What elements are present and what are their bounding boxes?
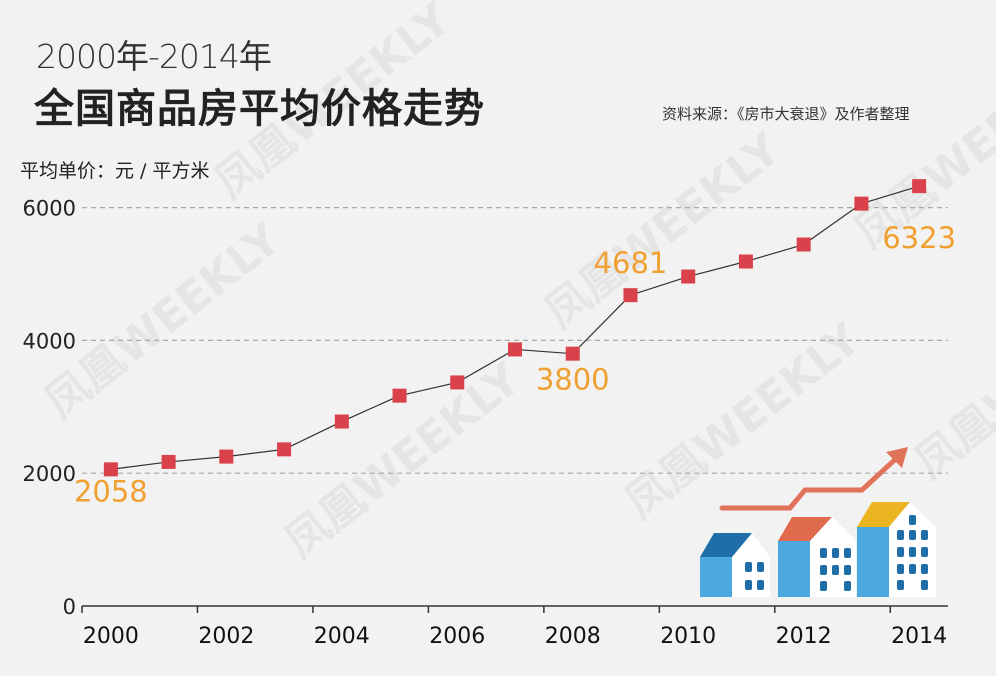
data-point-2002 [219,449,234,464]
data-points [103,179,927,477]
data-point-2014 [912,179,927,194]
house-icon [700,557,732,597]
window [844,581,851,591]
y-axis-label: 平均单价：元 / 平方米 [20,160,210,182]
data-labels: 2058 3800 4681 6323 [74,221,956,508]
source-note: 资料来源：《房市大衰退》及作者整理 [662,105,910,123]
window [820,565,827,575]
window [909,547,916,557]
window [757,580,764,590]
gridlines: 0 2000 4000 6000 [23,197,948,619]
data-point-2006 [450,375,465,390]
chart-title: 全国商品房平均价格走势 [34,86,485,132]
series-line [110,185,920,470]
x-tick-label: 2000 [83,624,139,649]
x-axis: 2000 2002 2004 2006 2008 2010 2012 2014 [81,605,948,649]
window [909,515,916,525]
window [921,530,928,540]
y-tick-label: 0 [63,595,76,619]
watermark-text: 凤凰WEEKLY [615,313,871,529]
data-label-2014: 6323 [882,221,956,255]
window [897,580,904,590]
data-point-2005 [392,388,407,403]
data-point-2013 [854,196,869,211]
data-point-2008 [565,346,580,361]
window [832,548,839,558]
window [844,548,851,558]
x-tick-label: 2002 [198,624,254,649]
window [909,564,916,574]
y-tick-label: 4000 [23,329,76,353]
window [820,581,827,591]
arrow-head-icon [886,447,908,468]
y-tick-label: 2000 [23,462,76,486]
house-icon [857,527,889,597]
window [832,565,839,575]
window [921,580,928,590]
window [897,530,904,540]
window [757,562,764,572]
window [909,530,916,540]
data-point-2001 [161,454,176,469]
x-tick-label: 2006 [429,624,485,649]
window [844,565,851,575]
data-point-2007 [508,342,522,357]
x-tick-label: 2012 [776,624,832,649]
x-tick-label: 2004 [314,624,370,649]
watermark-text: 凤凰WEEKLY [275,353,531,569]
x-tick-label: 2010 [660,624,716,649]
data-point-2003 [277,442,292,457]
trend-arrow-icon [719,452,903,511]
data-label-2008: 3800 [536,363,610,397]
window [820,548,827,558]
window [745,562,752,572]
x-tick-label: 2014 [891,624,947,649]
x-tick-label: 2008 [545,624,601,649]
window [921,564,928,574]
house-icon [778,541,810,597]
watermark-text: 凤凰WEEKLY [535,123,791,339]
data-point-2011 [738,254,753,269]
window [745,580,752,590]
chart-subtitle: 2000年-2014年 [36,37,272,76]
data-label-2000: 2058 [74,474,148,508]
data-point-2012 [796,237,811,252]
watermark-text: 凤凰WEEKLY [205,0,461,209]
data-point-2000 [103,462,118,477]
window [897,564,904,574]
houses-illustration [700,447,936,597]
watermark-text: 凤凰WEEKLY [905,273,996,489]
data-label-2009: 4681 [594,246,668,280]
window [897,547,904,557]
data-point-2010 [681,269,696,284]
window [921,547,928,557]
data-point-2009 [623,288,638,303]
data-point-2004 [334,414,349,429]
watermark-text: 凤凰WEEKLY [35,213,291,429]
y-tick-label: 6000 [23,197,76,221]
